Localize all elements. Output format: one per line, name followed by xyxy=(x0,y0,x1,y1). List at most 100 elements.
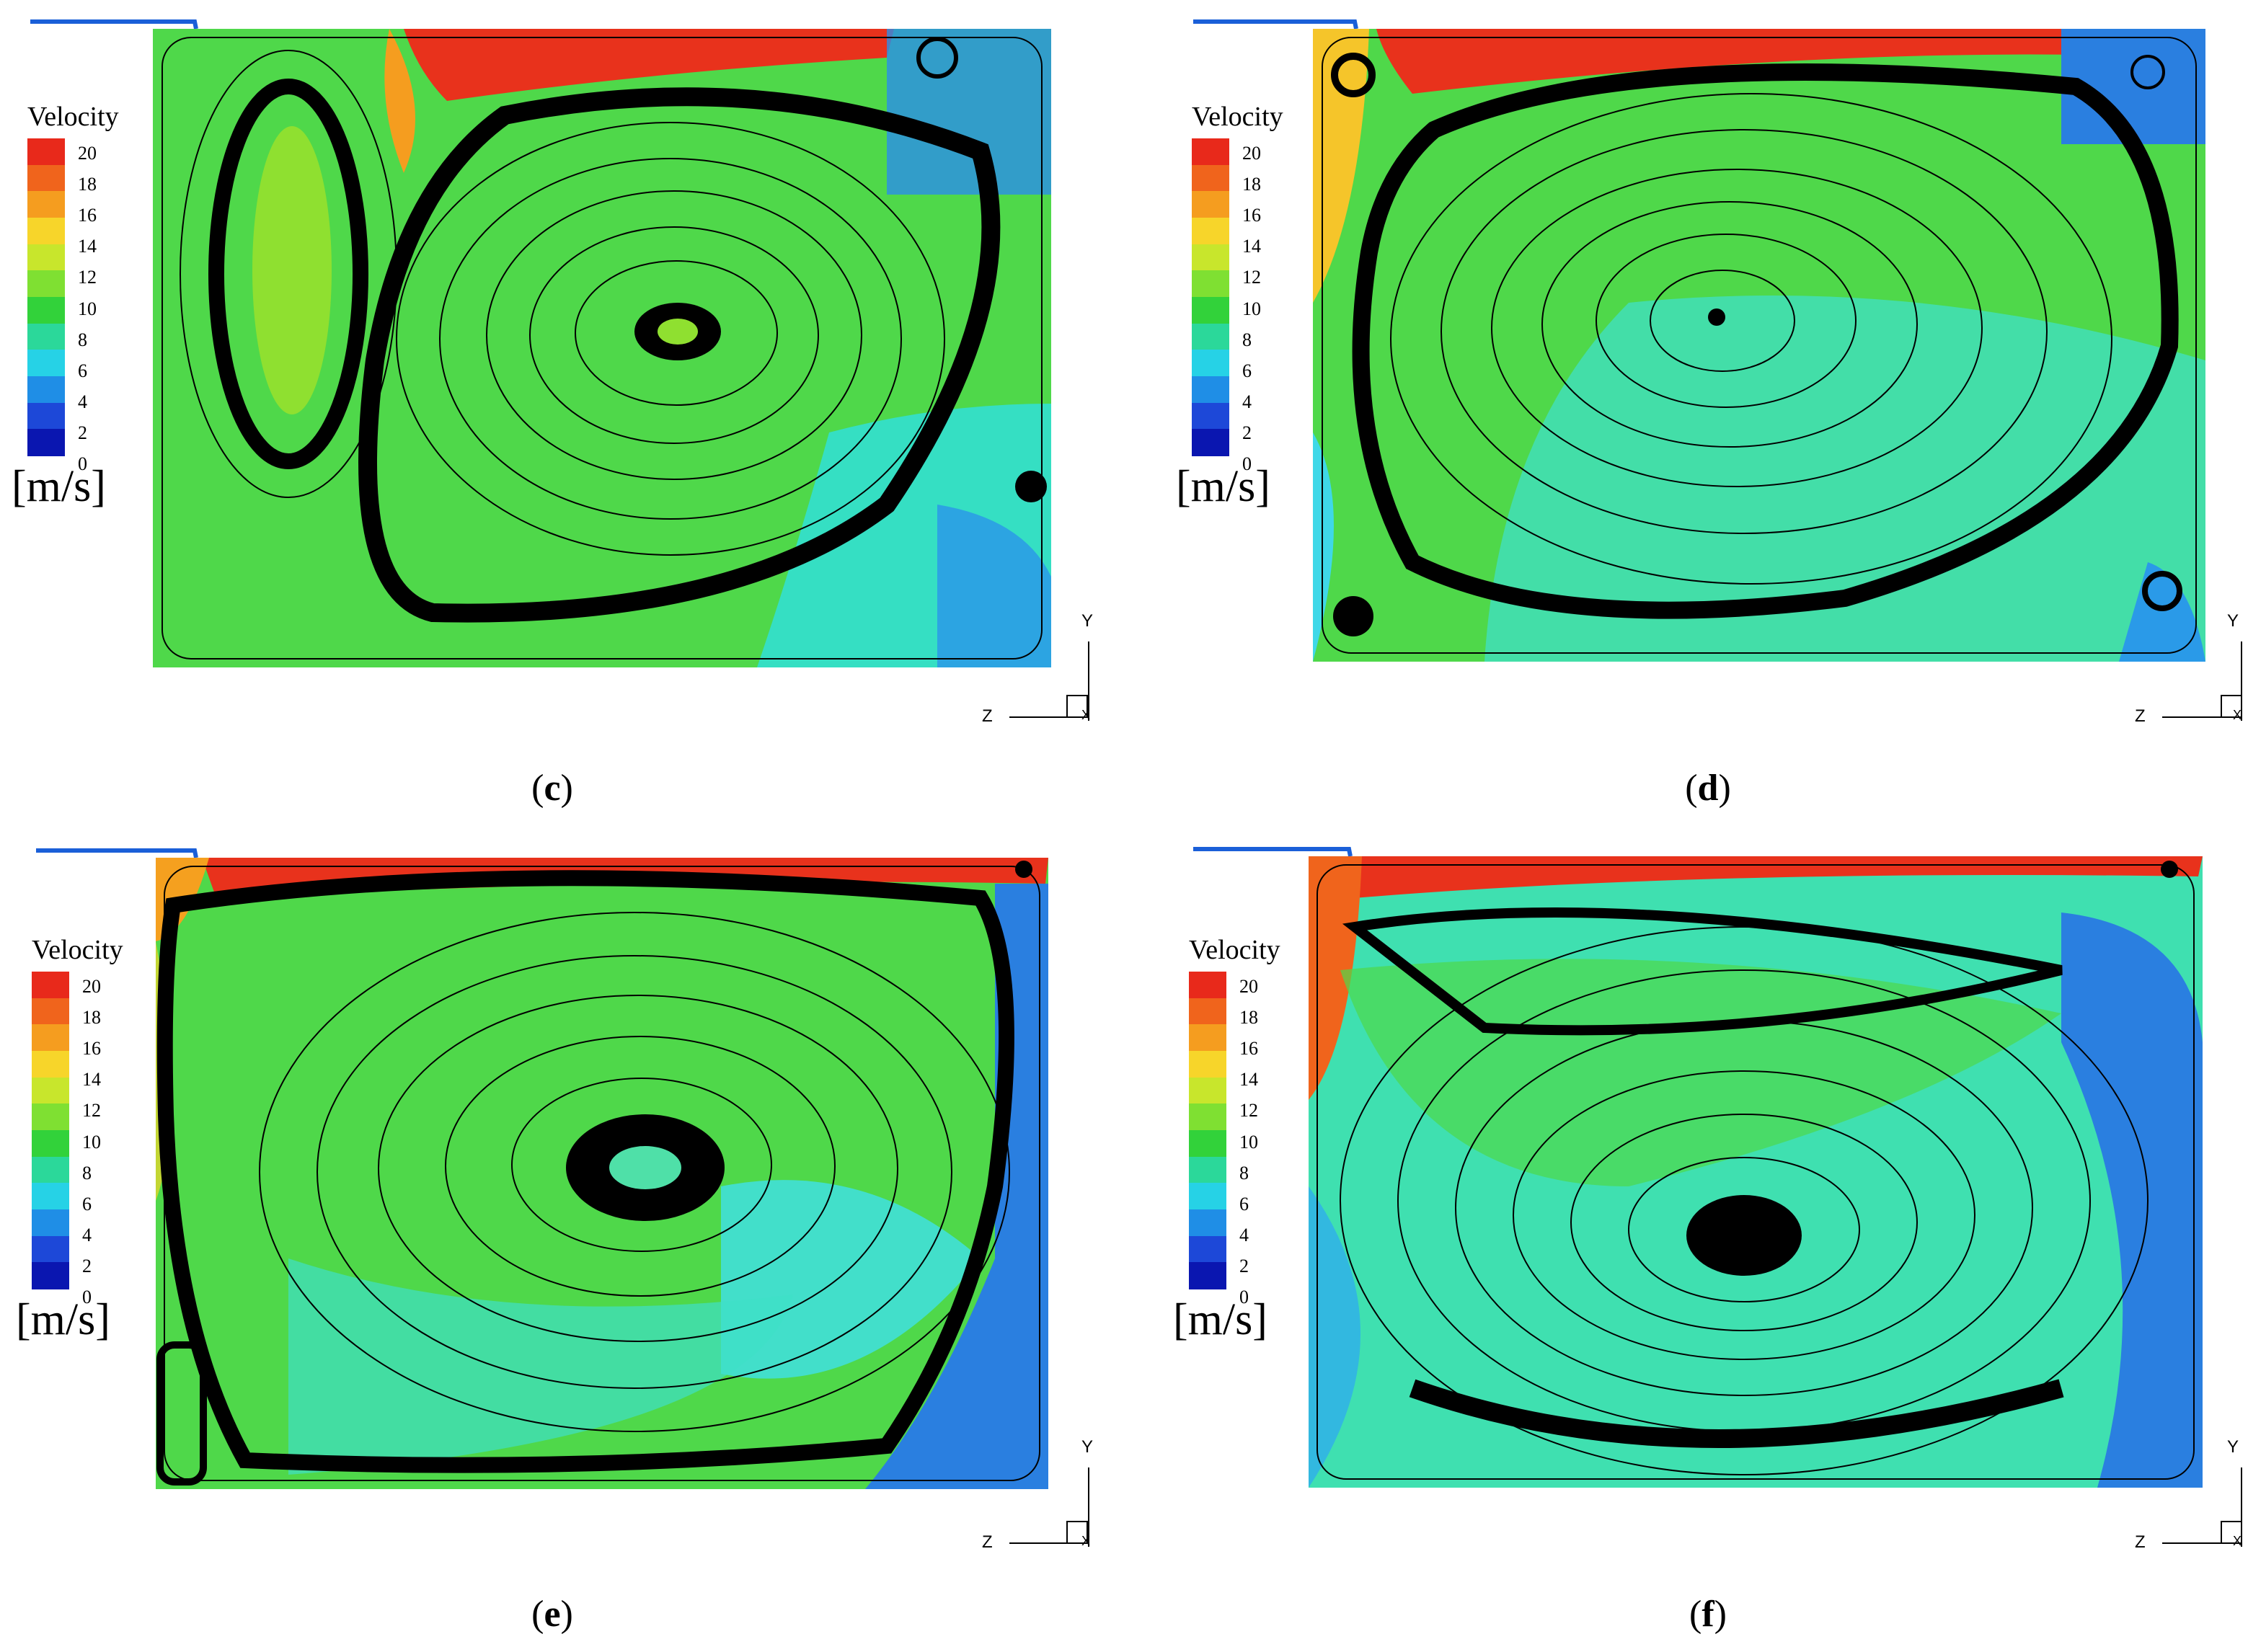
legend-swatch xyxy=(32,1183,69,1210)
legend-swatch xyxy=(32,1262,69,1289)
legend-tick-label: 8 xyxy=(1239,1162,1249,1184)
x-axis-label: X xyxy=(2233,1534,2242,1548)
legend-tick-label: 18 xyxy=(1239,1007,1258,1029)
panel-caption: (f) xyxy=(1689,1594,1727,1635)
legend-swatch xyxy=(32,1156,69,1184)
panel-caption: (c) xyxy=(531,768,573,809)
legend-tick-label: 2 xyxy=(82,1256,92,1277)
legend-tick-label: 4 xyxy=(1242,391,1252,412)
legend-tick-label: 10 xyxy=(1239,1131,1258,1153)
legend-swatch xyxy=(27,191,65,218)
legend-tick-label: 0 xyxy=(1242,453,1252,475)
legend-tick-label: 20 xyxy=(82,976,101,997)
legend-tick-label: 14 xyxy=(1239,1069,1258,1091)
legend-tick-label: 6 xyxy=(1242,360,1252,381)
legend-swatch xyxy=(1189,1103,1226,1131)
legend-swatch xyxy=(27,402,65,430)
legend-tick-label: 12 xyxy=(1239,1100,1258,1122)
z-axis-label: Z xyxy=(2135,706,2146,726)
legend-tick-label: 10 xyxy=(1242,298,1261,319)
legend-swatch xyxy=(1189,1209,1226,1237)
streamline-plot-c xyxy=(30,19,1089,721)
legend-swatch xyxy=(1192,218,1229,245)
legend-tick-label: 16 xyxy=(1242,205,1261,226)
z-axis-label: Z xyxy=(982,1532,993,1552)
legend-swatch xyxy=(1192,138,1229,166)
legend-unit: [m/s] xyxy=(12,462,106,511)
legend-tick-label: 12 xyxy=(82,1100,101,1122)
x-axis-label: X xyxy=(1081,708,1091,722)
legend-swatch xyxy=(27,376,65,404)
legend-swatch xyxy=(27,297,65,324)
legend-swatch xyxy=(1192,270,1229,298)
legend-swatch xyxy=(1189,972,1226,999)
legend-colorbar xyxy=(1192,138,1229,456)
legend-swatch xyxy=(1192,244,1229,272)
legend-tick-label: 0 xyxy=(78,453,87,475)
legend-colorbar xyxy=(32,972,69,1289)
legend-swatch xyxy=(1189,1024,1226,1052)
legend-swatch xyxy=(32,1235,69,1264)
legend-colorbar xyxy=(27,138,65,456)
legend-swatch xyxy=(1192,191,1229,218)
legend-tick-label: 4 xyxy=(78,391,87,412)
legend-swatch xyxy=(27,323,65,351)
legend-tick-label: 16 xyxy=(1239,1038,1258,1060)
legend-swatch xyxy=(32,1103,69,1131)
legend-swatch xyxy=(32,1051,69,1078)
legend-swatch xyxy=(27,164,65,192)
legend-unit: [m/s] xyxy=(16,1295,110,1344)
legend-tick-label: 16 xyxy=(78,205,97,226)
legend-tick-label: 2 xyxy=(78,422,87,444)
legend-tick-label: 18 xyxy=(1242,174,1261,195)
legend-swatch xyxy=(1189,998,1226,1026)
panel-f: Velocity [m/s] 20 18 16 14 12 10 8 6 4 2 0 Y Z X (… xyxy=(1124,826,2248,1652)
legend-title: Velocity xyxy=(1192,102,1283,132)
legend-tick-label: 2 xyxy=(1239,1256,1249,1277)
legend-swatch xyxy=(1189,1183,1226,1210)
legend-tick-label: 4 xyxy=(1239,1224,1249,1245)
legend-tick-label: 4 xyxy=(82,1224,92,1245)
y-axis-label: Y xyxy=(2227,1437,2239,1457)
legend-swatch xyxy=(1192,350,1229,377)
legend-tick-label: 14 xyxy=(1242,236,1261,257)
legend-swatch xyxy=(32,1130,69,1158)
legend-swatch xyxy=(1192,323,1229,351)
legend-tick-label: 18 xyxy=(78,174,97,195)
legend-swatch xyxy=(27,350,65,377)
panel-caption: (e) xyxy=(531,1594,573,1635)
legend-swatch xyxy=(27,270,65,298)
legend-tick-label: 6 xyxy=(78,360,87,381)
panel-d: Velocity [m/s] 20 18 16 14 12 10 8 6 4 2 0 Y Z X (… xyxy=(1124,0,2248,826)
legend-swatch xyxy=(1189,1235,1226,1264)
z-axis-label: Z xyxy=(2135,1532,2146,1552)
legend-swatch xyxy=(27,429,65,456)
legend-swatch xyxy=(32,1077,69,1105)
y-axis-label: Y xyxy=(1081,611,1094,631)
legend-tick-label: 10 xyxy=(82,1131,101,1153)
legend-swatch xyxy=(1192,297,1229,324)
legend-title: Velocity xyxy=(27,102,119,132)
legend-swatch xyxy=(32,972,69,999)
legend-title: Velocity xyxy=(1189,935,1280,965)
streamline-plot-d xyxy=(1193,19,2242,721)
legend-tick-label: 6 xyxy=(82,1193,92,1214)
legend-tick-label: 12 xyxy=(1242,267,1261,288)
legend-unit: [m/s] xyxy=(1176,462,1270,511)
legend-tick-label: 8 xyxy=(82,1162,92,1184)
legend-tick-label: 20 xyxy=(1242,143,1261,164)
legend-swatch xyxy=(27,138,65,166)
streamline-plot-f xyxy=(1193,847,2242,1547)
legend-tick-label: 6 xyxy=(1239,1193,1249,1214)
legend-tick-label: 14 xyxy=(78,236,97,257)
legend-title: Velocity xyxy=(32,935,123,965)
legend-tick-label: 20 xyxy=(1239,976,1258,997)
legend-swatch xyxy=(1189,1262,1226,1289)
panel-e: Velocity [m/s] 20 18 16 14 12 10 8 6 4 2 0 Y Z X (… xyxy=(0,826,1124,1652)
legend-colorbar xyxy=(1189,972,1226,1289)
legend-tick-label: 10 xyxy=(78,298,97,319)
legend-swatch xyxy=(1189,1051,1226,1078)
streamline-plot-e xyxy=(36,848,1089,1547)
legend-tick-label: 0 xyxy=(1239,1287,1249,1308)
legend-tick-label: 0 xyxy=(82,1287,92,1308)
